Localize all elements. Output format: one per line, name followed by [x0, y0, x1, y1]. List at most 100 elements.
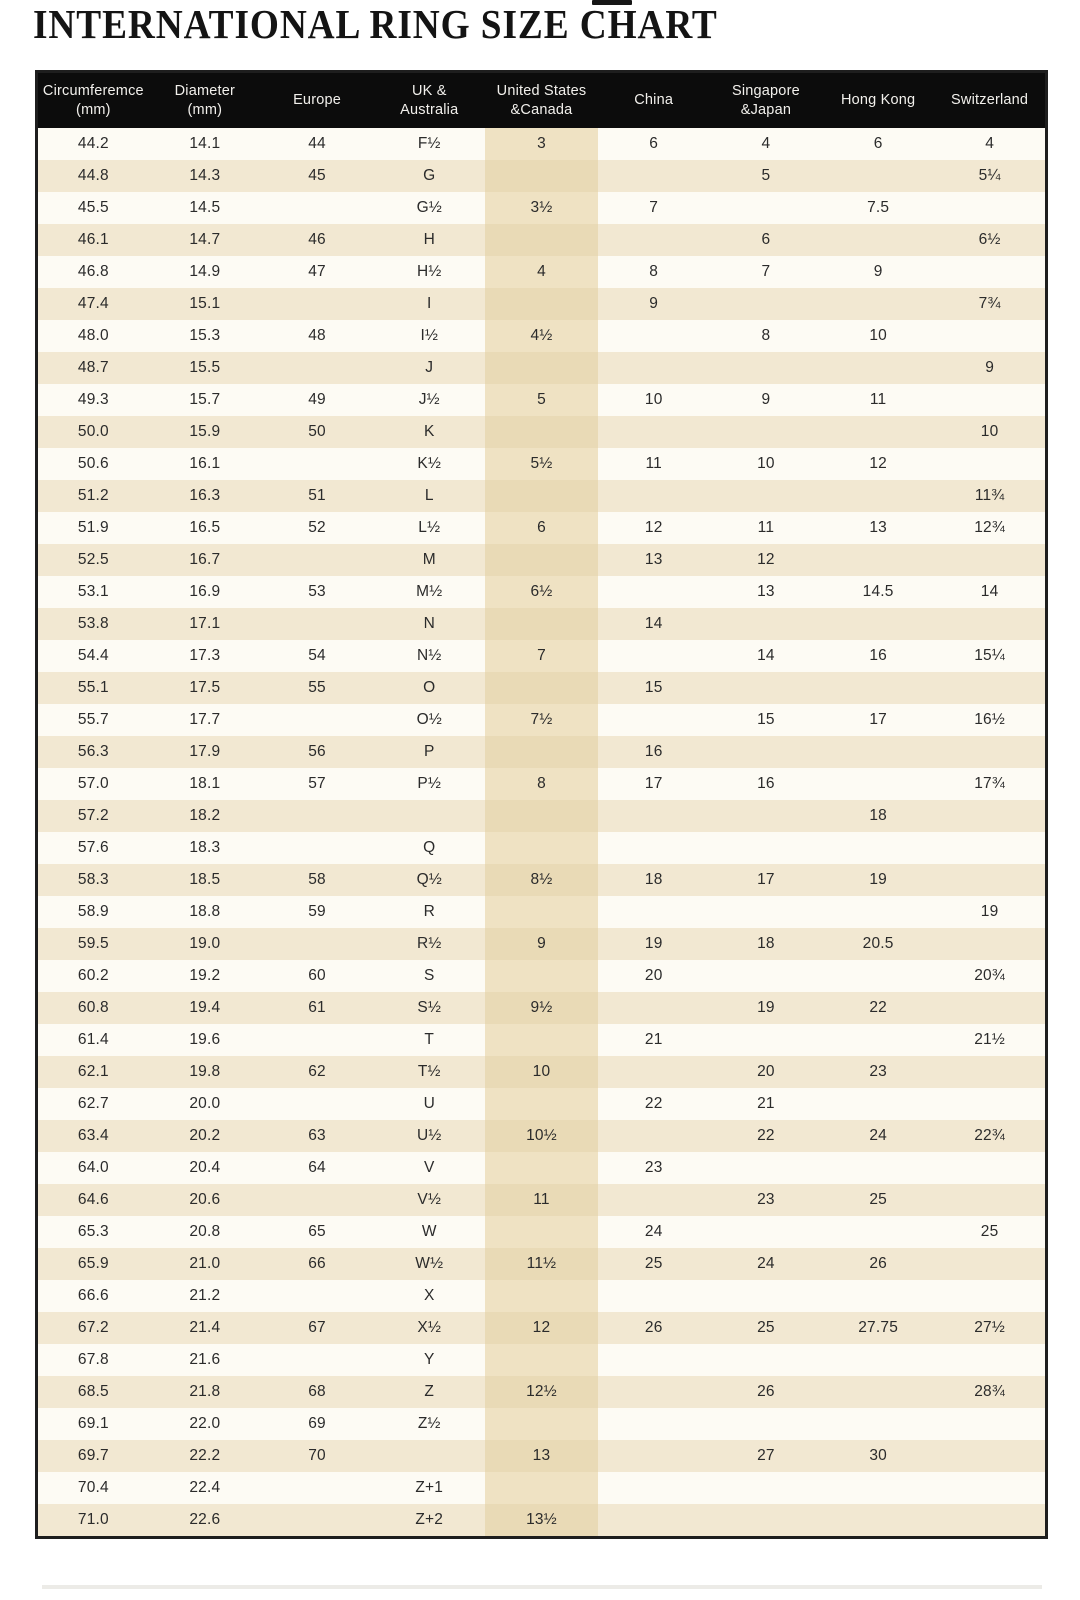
table-cell: 16½	[974, 711, 1006, 728]
table-cell: 3	[485, 128, 598, 160]
table-cell: W½	[415, 1255, 444, 1272]
table-cell: T½	[417, 1063, 441, 1080]
table-row: 64.0 20.4 64 V 23	[36, 1152, 1047, 1184]
table-cell: 57.0	[77, 775, 109, 792]
table-cell	[710, 960, 822, 992]
table-cell	[261, 1280, 373, 1312]
table-cell: 13	[485, 1440, 598, 1472]
table-cell: 20.6	[189, 1191, 221, 1208]
table-cell: 21½	[974, 1031, 1006, 1048]
table-cell: 22¾	[974, 1127, 1006, 1144]
table-row: 62.1 19.8 62 T½ 10 20 23	[36, 1056, 1047, 1088]
table-cell	[710, 832, 822, 864]
table-cell	[485, 1088, 598, 1120]
table-cell	[598, 352, 710, 384]
table-cell: 21	[644, 1031, 663, 1048]
table-cell: 51.9	[77, 519, 109, 536]
table-cell	[822, 416, 934, 448]
table-cell	[485, 416, 598, 448]
column-header: Hong Kong	[822, 71, 935, 128]
table-cell: O	[423, 679, 436, 696]
table-cell: 26	[644, 1319, 663, 1336]
table-cell: X½	[417, 1319, 442, 1336]
table-cell: Z½	[417, 1415, 441, 1432]
table-row: 52.5 16.7 M 13 12	[36, 544, 1047, 576]
table-cell: V	[423, 1159, 435, 1176]
table-cell: 22	[869, 999, 887, 1016]
table-cell	[261, 1344, 373, 1376]
table-cell	[485, 480, 598, 512]
table-cell	[261, 832, 373, 864]
table-cell	[598, 1280, 710, 1312]
table-cell	[934, 672, 1046, 704]
table-cell: 69.7	[77, 1447, 109, 1464]
table-cell	[485, 1280, 598, 1312]
table-cell	[934, 1408, 1046, 1440]
table-cell: 12	[644, 519, 663, 536]
table-cell: 51.2	[77, 487, 109, 504]
table-cell: 14.5	[862, 583, 894, 600]
table-cell: 18	[644, 871, 663, 888]
table-cell: I	[427, 295, 432, 312]
table-cell	[822, 1216, 934, 1248]
table-cell	[934, 192, 1046, 224]
table-cell: 52	[308, 519, 326, 536]
column-header: Europe	[260, 71, 374, 128]
table-cell: 21.0	[189, 1255, 221, 1272]
table-cell	[934, 832, 1046, 864]
table-cell: 55.1	[77, 679, 109, 696]
table-cell: 20.8	[189, 1223, 221, 1240]
table-cell: F½	[417, 135, 441, 152]
table-cell: 19.8	[189, 1063, 221, 1080]
table-cell: 8	[485, 768, 598, 800]
table-cell	[822, 1376, 934, 1408]
table-cell	[934, 1280, 1046, 1312]
table-row: 47.4 15.1 I 9 7¾	[36, 288, 1047, 320]
table-cell	[598, 160, 710, 192]
table-row: 48.7 15.5 J 9	[36, 352, 1047, 384]
table-cell	[598, 832, 710, 864]
table-cell	[485, 1344, 598, 1376]
table-cell: M	[422, 551, 436, 568]
table-cell: U	[423, 1095, 435, 1112]
table-cell: 44.2	[77, 135, 109, 152]
table-cell: 46.8	[77, 263, 109, 280]
table-cell: 5½	[485, 448, 598, 480]
table-cell: 50.0	[77, 423, 109, 440]
table-cell	[710, 672, 822, 704]
table-cell	[822, 160, 934, 192]
table-cell	[822, 672, 934, 704]
table-cell	[934, 1152, 1046, 1184]
table-cell: 18.3	[189, 839, 221, 856]
table-row: 55.1 17.5 55 O 15	[36, 672, 1047, 704]
table-row: 57.6 18.3 Q	[36, 832, 1047, 864]
table-cell	[261, 800, 373, 832]
table-cell	[598, 1344, 710, 1376]
table-cell	[485, 608, 598, 640]
table-cell	[261, 1088, 373, 1120]
table-cell: 57.6	[77, 839, 109, 856]
table-cell: 13	[644, 551, 663, 568]
table-cell: 60	[308, 967, 326, 984]
table-cell: N	[423, 615, 435, 632]
table-cell	[598, 1184, 710, 1216]
table-cell: 26	[757, 1383, 775, 1400]
table-cell: 67	[308, 1319, 326, 1336]
table-cell: 60.2	[77, 967, 109, 984]
table-cell: 11¾	[974, 487, 1005, 504]
table-row: 64.6 20.6 V½ 11 23 25	[36, 1184, 1047, 1216]
table-cell: 19.6	[189, 1031, 221, 1048]
table-cell	[822, 736, 934, 768]
table-cell: 7¾	[978, 295, 1001, 312]
table-cell: K½	[417, 455, 442, 472]
table-cell: 49.3	[77, 391, 109, 408]
table-cell: 66.6	[77, 1287, 109, 1304]
table-cell	[710, 1024, 822, 1056]
table-row: 48.0 15.3 48 I½ 4½ 8 10	[36, 320, 1047, 352]
table-cell: 56.3	[77, 743, 109, 760]
table-cell: 71.0	[77, 1511, 109, 1528]
table-cell: 16.7	[189, 551, 221, 568]
table-cell: 64	[308, 1159, 326, 1176]
table-cell: 21.2	[189, 1287, 221, 1304]
table-cell: 65.3	[77, 1223, 109, 1240]
